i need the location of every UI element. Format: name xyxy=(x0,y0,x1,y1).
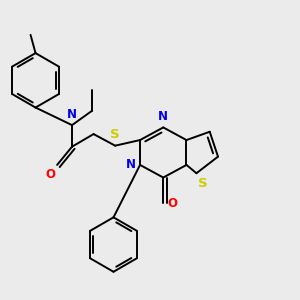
Text: S: S xyxy=(110,128,120,141)
Text: S: S xyxy=(198,176,208,190)
Text: O: O xyxy=(168,196,178,210)
Text: N: N xyxy=(67,108,77,121)
Text: O: O xyxy=(45,168,56,181)
Text: N: N xyxy=(126,158,136,171)
Text: N: N xyxy=(158,110,168,123)
